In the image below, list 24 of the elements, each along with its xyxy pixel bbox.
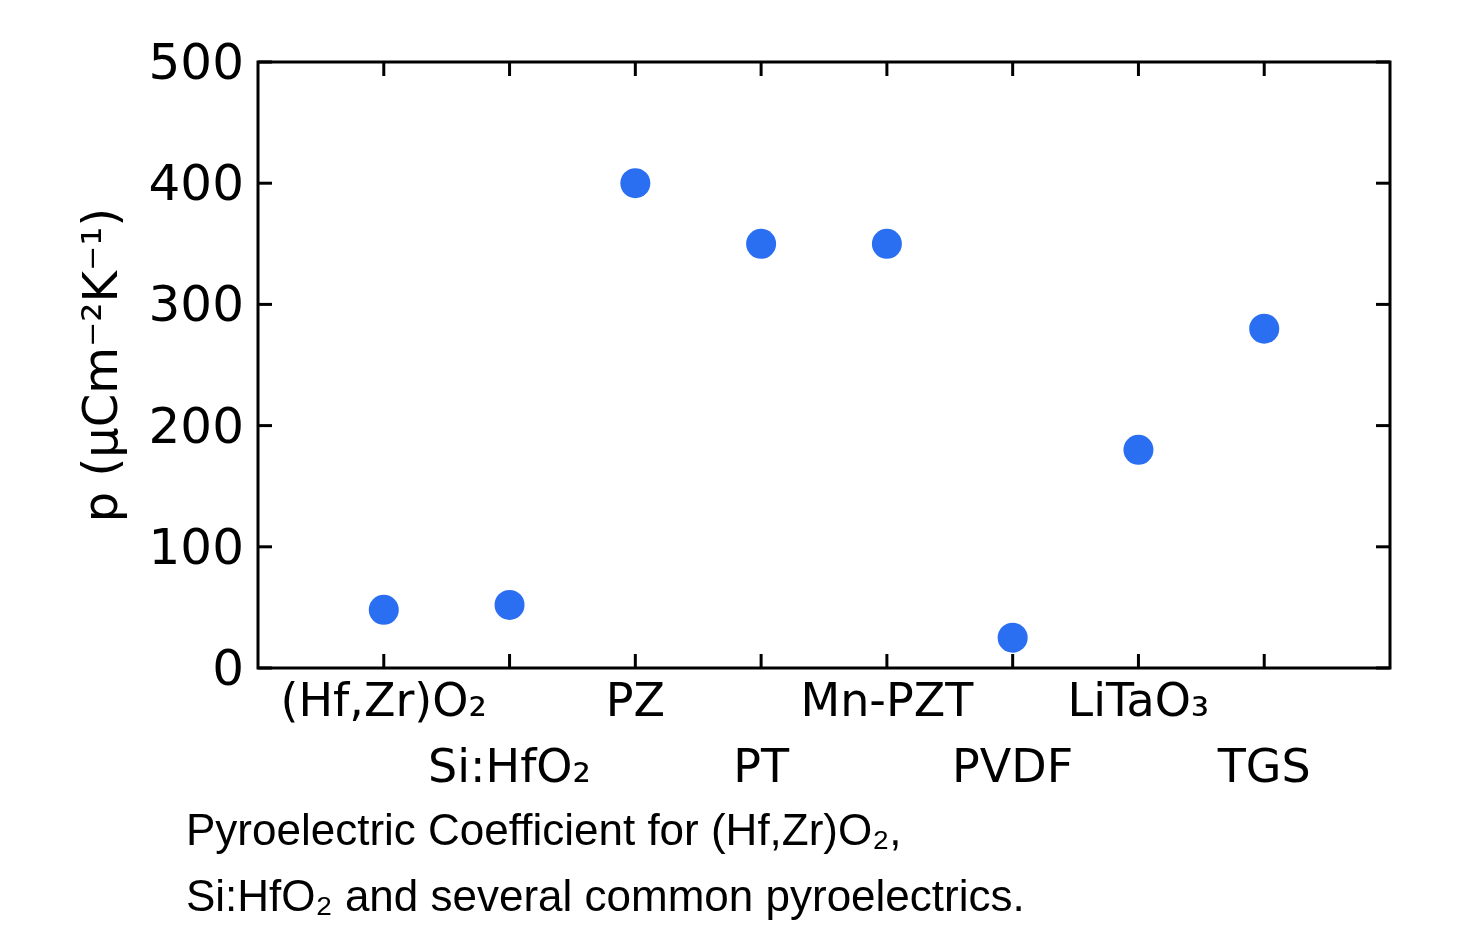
point [620,168,651,199]
y-tick-label: 400 [148,154,244,213]
point [494,589,525,620]
x-tick-label: (Hf,Zr)O₂ [280,673,487,727]
y-tick-label: 200 [148,396,244,455]
x-tick-label: PVDF [952,739,1074,793]
point [368,594,399,625]
x-tick-label: TGS [1216,739,1311,793]
point [871,228,902,259]
point [997,622,1028,653]
y-axis-title: p (μCm⁻²K⁻¹) [72,207,128,523]
point [1123,434,1154,465]
y-tick-label: 100 [148,517,244,576]
x-tick-label: LiTaO₃ [1067,673,1210,727]
y-tick-label: 500 [148,33,244,91]
x-tick-label: PT [733,739,790,793]
point [1249,313,1280,344]
y-tick-label: 300 [148,275,244,334]
x-tick-label: Mn-PZT [800,673,975,727]
text: Pyroelectric Coefficient for (Hf,Zr)O₂, Si:HfO₂ and several common pyroelectrics. [186,805,1025,920]
y-tick-label: 0 [212,639,244,697]
x-tick-label: PZ [605,673,665,727]
x-tick-label: Si:HfO₂ [428,739,592,793]
point [746,228,777,259]
